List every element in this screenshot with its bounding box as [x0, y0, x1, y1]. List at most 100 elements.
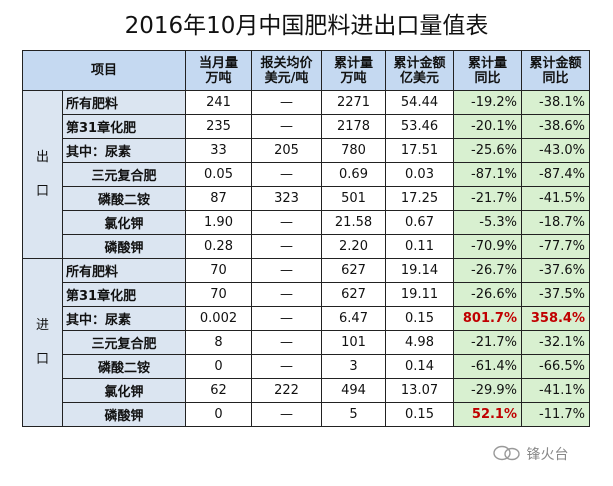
- import-section-label: 进口: [22, 258, 63, 427]
- cumulative-amount: 54.44: [385, 90, 455, 115]
- header-row: 项目 当月量 万吨 报关均价 美元/吨 累计量 万吨 累计金额 亿美元 累计量 同比 累计…: [21, 50, 591, 91]
- cum-volume-yoy: -26.6%: [453, 282, 523, 307]
- avg-price: —: [251, 402, 323, 427]
- cum-volume-yoy: -25.6%: [453, 138, 523, 163]
- cum-volume-yoy: -87.1%: [453, 162, 523, 187]
- cum-volume-yoy: -29.9%: [453, 378, 523, 403]
- cum-amount-yoy: -41.1%: [521, 378, 591, 403]
- cum-volume-yoy: -20.1%: [453, 114, 523, 139]
- monthly-volume: 62: [185, 378, 253, 403]
- monthly-volume: 241: [185, 90, 253, 115]
- product-name: 磷酸钾: [61, 402, 187, 427]
- monthly-volume: 0: [185, 402, 253, 427]
- import-row: 其中：尿素 0.002—6.47 0.15 801.7% 358.4%: [23, 306, 591, 331]
- cumulative-volume: 2.20: [321, 234, 387, 259]
- export-row: 磷酸钾 0.28—2.20 0.11 -70.9% -77.7%: [23, 234, 591, 259]
- cum-amount-yoy: -41.5%: [521, 186, 591, 211]
- cumulative-amount: 0.11: [385, 234, 455, 259]
- export-section-label: 出口: [22, 90, 63, 259]
- import-row: 磷酸二铵 0—3 0.14 -61.4% -66.5%: [23, 354, 591, 379]
- import-row: 进口所有肥料 70—627 19.14 -26.7% -37.6%: [22, 258, 591, 427]
- cum-volume-yoy: 801.7%: [453, 306, 523, 331]
- monthly-volume: 33: [185, 138, 253, 163]
- cum-volume-yoy: -26.7%: [453, 258, 523, 283]
- avg-price: —: [251, 114, 323, 139]
- product-name: 其中：尿素: [61, 306, 187, 331]
- avg-price: —: [251, 258, 323, 283]
- cumulative-amount: 17.51: [385, 138, 455, 163]
- import-row: 氯化钾 62 222 494 13.07 -29.9% -41.1%: [23, 378, 591, 403]
- cum-volume-yoy: -61.4%: [453, 354, 523, 379]
- fertilizer-table: 项目 当月量 万吨 报关均价 美元/吨 累计量 万吨 累计金额 亿美元 累计量 同比 累计…: [21, 50, 591, 427]
- export-row: 三元复合肥 0.05—0.69 0.03 -87.1% -87.4%: [23, 162, 591, 187]
- cumulative-amount: 0.15: [385, 306, 455, 331]
- avg-price: —: [251, 162, 323, 187]
- monthly-volume: 70: [185, 258, 253, 283]
- cumulative-volume: 5: [321, 402, 387, 427]
- monthly-volume: 235: [185, 114, 253, 139]
- cumulative-amount: 19.14: [385, 258, 455, 283]
- product-name: 氯化钾: [61, 378, 187, 403]
- cum-volume-yoy: -21.7%: [453, 330, 523, 355]
- cum-amount-yoy: -38.1%: [521, 90, 591, 115]
- avg-price: —: [251, 210, 323, 235]
- monthly-volume: 0.05: [185, 162, 253, 187]
- cumulative-amount: 19.11: [385, 282, 455, 307]
- cum-amount-yoy: -77.7%: [521, 234, 591, 259]
- cum-amount-yoy: -43.0%: [521, 138, 591, 163]
- cumulative-volume: 494: [321, 378, 387, 403]
- cum-volume-yoy: -21.7%: [453, 186, 523, 211]
- watermark-text: 锋火台: [526, 447, 569, 463]
- cumulative-volume: 627: [321, 282, 387, 307]
- avg-price: 323: [251, 186, 323, 211]
- product-name: 所有肥料: [61, 90, 187, 115]
- cumulative-volume: 2271: [321, 90, 387, 115]
- cumulative-volume: 0.69: [321, 162, 387, 187]
- cumulative-amount: 0.15: [385, 402, 455, 427]
- product-name: 第31章化肥: [61, 282, 187, 307]
- avg-price: —: [251, 90, 323, 115]
- cumulative-volume: 2178: [321, 114, 387, 139]
- product-name: 磷酸二铵: [61, 186, 187, 211]
- header-amt-yoy: 累计金额 同比: [521, 50, 591, 91]
- product-name: 磷酸二铵: [61, 354, 187, 379]
- monthly-volume: 0.002: [185, 306, 253, 331]
- cumulative-amount: 4.98: [385, 330, 455, 355]
- avg-price: 205: [251, 138, 323, 163]
- cum-amount-yoy: 358.4%: [521, 306, 591, 331]
- header-cumulative: 累计量 万吨: [321, 50, 387, 91]
- cumulative-volume: 627: [321, 258, 387, 283]
- monthly-volume: 70: [185, 282, 253, 307]
- cum-amount-yoy: -18.7%: [521, 210, 591, 235]
- avg-price: —: [251, 330, 323, 355]
- header-price: 报关均价 美元/吨: [251, 50, 323, 91]
- product-name: 三元复合肥: [61, 162, 187, 187]
- export-row: 氯化钾 1.90—21.58 0.67 -5.3% -18.7%: [23, 210, 591, 235]
- export-row: 第31章化肥 235—2178 53.46 -20.1% -38.6%: [23, 114, 591, 139]
- monthly-volume: 87: [185, 186, 253, 211]
- product-name: 第31章化肥: [61, 114, 187, 139]
- monthly-volume: 1.90: [185, 210, 253, 235]
- cum-amount-yoy: -37.5%: [521, 282, 591, 307]
- watermark: 锋火台: [492, 444, 568, 466]
- cum-amount-yoy: -66.5%: [521, 354, 591, 379]
- header-cum-yoy: 累计量 同比: [453, 50, 523, 91]
- cum-volume-yoy: -19.2%: [453, 90, 523, 115]
- cumulative-amount: 0.67: [385, 210, 455, 235]
- monthly-volume: 0.28: [185, 234, 253, 259]
- import-row: 磷酸钾 0—5 0.15 52.1% -11.7%: [23, 402, 591, 427]
- monthly-volume: 8: [185, 330, 253, 355]
- cumulative-volume: 3: [321, 354, 387, 379]
- avg-price: —: [251, 282, 323, 307]
- cumulative-amount: 0.14: [385, 354, 455, 379]
- cum-volume-yoy: -70.9%: [453, 234, 523, 259]
- cumulative-volume: 780: [321, 138, 387, 163]
- cum-amount-yoy: -11.7%: [521, 402, 591, 427]
- product-name: 氯化钾: [61, 210, 187, 235]
- monthly-volume: 0: [185, 354, 253, 379]
- product-name: 磷酸钾: [61, 234, 187, 259]
- cum-amount-yoy: -38.6%: [521, 114, 591, 139]
- cum-volume-yoy: 52.1%: [453, 402, 523, 427]
- cum-amount-yoy: -37.6%: [521, 258, 591, 283]
- import-row: 第31章化肥 70—627 19.11 -26.6% -37.5%: [23, 282, 591, 307]
